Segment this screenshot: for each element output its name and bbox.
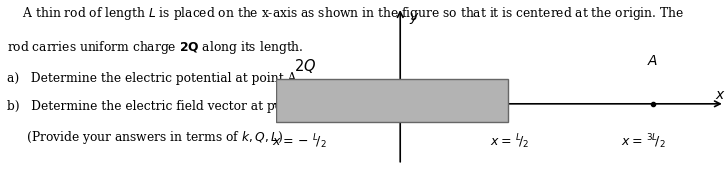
Text: $x = \,^{L}\!/_{2}$: $x = \,^{L}\!/_{2}$ [490, 132, 530, 151]
Text: A thin rod of length $L$ is placed on the x-axis as shown in the figure so that : A thin rod of length $L$ is placed on th… [7, 5, 685, 22]
Text: $x = \,^{3L}\!/_{2}$: $x = \,^{3L}\!/_{2}$ [621, 132, 666, 151]
Text: $x$: $x$ [715, 88, 726, 102]
Text: a)   Determine the electric potential at point A.: a) Determine the electric potential at p… [7, 72, 301, 85]
Text: $2Q$: $2Q$ [294, 57, 316, 75]
Text: $A$: $A$ [647, 54, 658, 68]
Text: $x = -\,^{L}\!/_{2}$: $x = -\,^{L}\!/_{2}$ [272, 132, 326, 151]
Bar [276, 79, 508, 122]
Text: b)   Determine the electric field vector at point A.: b) Determine the electric field vector a… [7, 100, 316, 113]
Text: (Provide your answers in terms of $k,Q,L$): (Provide your answers in terms of $k,Q,L… [7, 129, 284, 146]
Text: rod carries uniform charge $\mathbf{2Q}$ along its length.: rod carries uniform charge $\mathbf{2Q}$… [7, 39, 304, 56]
Text: $y$: $y$ [409, 11, 420, 26]
